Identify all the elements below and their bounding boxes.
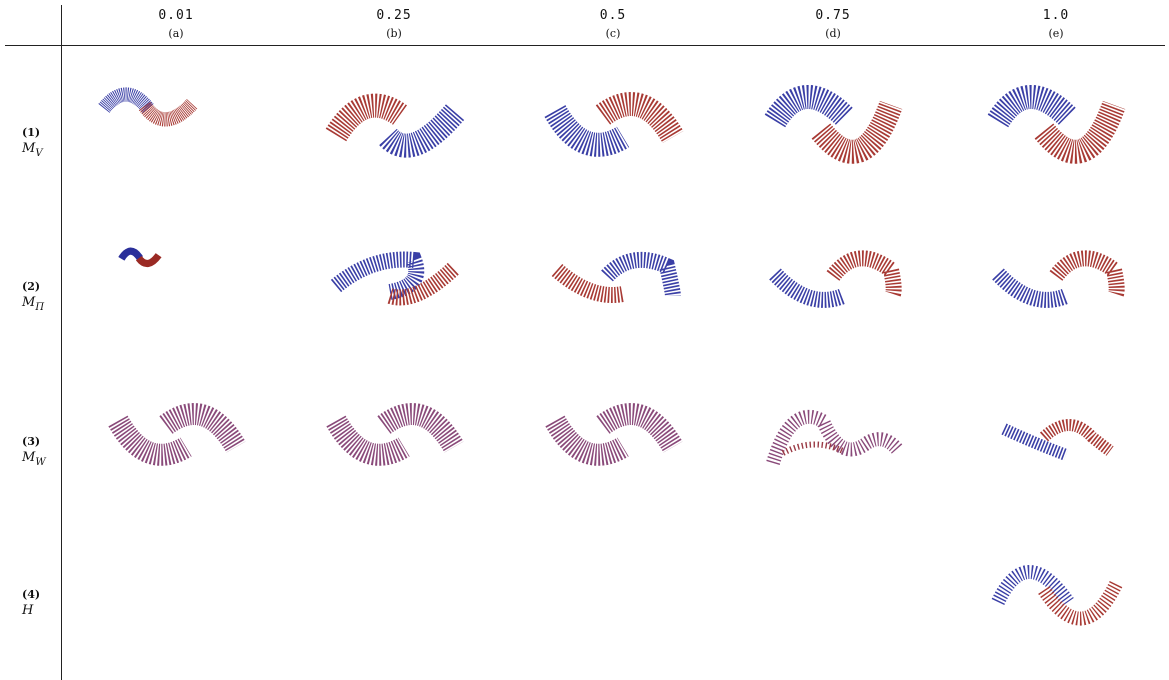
column-header-b: 0.25 (b) [334,8,454,40]
row-number: (1) [22,126,41,139]
two-moons-scatter-icon [118,247,162,268]
panel-2a [100,230,180,280]
panel-2e [976,235,1146,325]
column-letter: (d) [825,27,841,40]
two-moons-scatter-icon [992,250,1125,308]
row-number: (4) [22,588,41,601]
panel-1a [96,65,266,155]
panel-2c [533,235,703,325]
row-number: (2) [22,280,41,293]
row-label-4: (4) H [22,588,56,621]
panel-3e [976,390,1146,480]
two-moons-scatter-icon [764,85,903,164]
two-moons-scatter-icon [545,403,683,466]
column-header-d: 0.75 (d) [773,8,893,40]
panel-1d [753,80,923,170]
header-rule [5,45,1165,46]
two-moons-scatter-icon [551,252,681,303]
row-symbol: H [22,603,56,621]
row-symbol-base: M [22,295,36,310]
column-letter: (e) [1048,27,1064,40]
column-value: 0.25 [376,8,412,23]
panel-1e [976,80,1146,170]
row-symbol: MW [22,450,56,468]
column-letter: (c) [605,27,621,40]
panel-3c [533,390,703,480]
row-symbol-base: M [22,450,36,465]
column-letter: (b) [386,27,402,40]
row-label-rule [61,5,62,680]
two-moons-scatter-icon [544,92,684,157]
column-value: 0.75 [815,8,851,23]
row-symbol-sub: Π [35,302,45,313]
two-moons-scatter-icon [1001,419,1114,461]
row-label-1: (1) MV [22,126,56,159]
row-symbol: MV [22,141,56,159]
panel-2d [753,235,923,325]
panel-2b [314,235,484,325]
column-letter: (a) [168,27,184,40]
row-label-2: (2) MΠ [22,280,56,313]
row-symbol-sub: W [35,457,46,468]
two-moons-scatter-icon [326,403,464,466]
panel-1b [314,80,484,170]
two-moons-scatter-icon [108,403,246,466]
two-moons-scatter-icon [766,409,903,466]
column-header-e: 1.0 (e) [996,8,1116,40]
panel-1c [533,80,703,170]
row-symbol-base: H [22,603,34,618]
panel-3b [314,390,484,480]
row-symbol: MΠ [22,295,56,313]
panel-4e [976,545,1146,635]
two-moons-scatter-icon [325,93,466,158]
column-value: 0.01 [158,8,194,23]
panel-3d [753,390,923,480]
two-moons-scatter-icon [987,85,1126,164]
panel-3a [96,390,266,480]
row-number: (3) [22,435,41,448]
row-symbol-sub: V [35,148,43,159]
row-symbol-base: M [22,141,36,156]
two-moons-scatter-icon [991,565,1123,626]
two-moons-scatter-icon [98,87,198,127]
column-value: 0.5 [599,8,627,23]
two-moons-scatter-icon [330,251,460,306]
column-header-a: 0.01 (a) [116,8,236,40]
row-label-3: (3) MW [22,435,56,468]
column-header-c: 0.5 (c) [553,8,673,40]
column-value: 1.0 [1042,8,1070,23]
two-moons-scatter-icon [769,250,902,308]
